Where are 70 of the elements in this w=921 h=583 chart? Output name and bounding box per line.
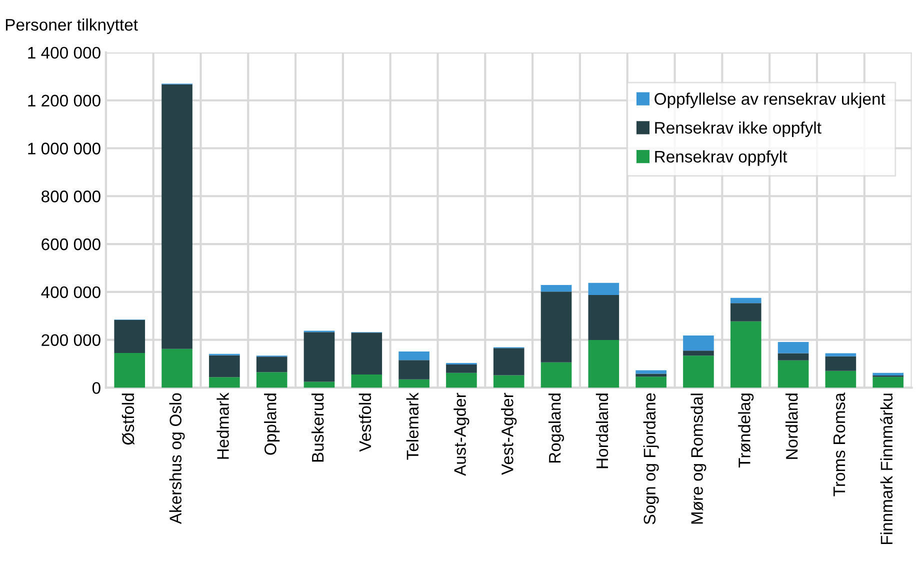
legend-label: Rensekrav oppfylt xyxy=(655,150,788,166)
bar xyxy=(351,374,382,388)
x-tick-label: Buskerud xyxy=(311,394,324,462)
x-tick-label: Akershus og Oslo xyxy=(169,393,185,524)
y-axis-title: Personer tilknyttet xyxy=(6,18,138,34)
bar xyxy=(778,353,809,360)
bar xyxy=(683,350,714,356)
x-tick-label: Oppland xyxy=(264,394,280,455)
bar xyxy=(540,362,572,388)
bar xyxy=(540,284,572,292)
bar xyxy=(351,332,382,375)
y-tick-label: 800 000 xyxy=(42,190,100,202)
bar xyxy=(162,84,192,349)
bar xyxy=(493,375,524,388)
bar xyxy=(256,356,288,372)
bar xyxy=(778,342,809,354)
bar xyxy=(683,335,714,351)
x-tick-label: Rogaland xyxy=(548,394,564,463)
bar xyxy=(209,377,240,388)
bar xyxy=(398,352,430,360)
bar xyxy=(588,295,620,340)
bar xyxy=(588,340,620,388)
x-tick-label: Vestfold xyxy=(358,394,372,452)
bar xyxy=(683,356,714,388)
bar xyxy=(825,356,856,371)
y-tick-label: 1 000 000 xyxy=(28,142,100,154)
bar xyxy=(304,332,335,382)
legend-label: Oppfyllelse av rensekrav ukjent xyxy=(654,92,886,108)
x-tick-label: Østfold xyxy=(122,394,134,445)
x-tick-label: Telemark xyxy=(406,392,419,460)
y-tick-label: 600 000 xyxy=(42,238,100,250)
legend-label: Rensekrav ikke oppfylt xyxy=(655,121,822,137)
bar xyxy=(209,355,240,378)
x-tick-label: Møre og Romsdal xyxy=(690,394,706,524)
bar xyxy=(636,376,666,388)
bar xyxy=(493,348,524,376)
bar xyxy=(872,372,904,376)
y-tick-label: 400 000 xyxy=(41,286,100,298)
x-tick-label: Sogn og Fjordane xyxy=(643,393,659,524)
x-tick-label: Troms Romsa xyxy=(834,392,846,496)
x-tick-label: Finnmark Finnmárku xyxy=(880,394,893,544)
x-tick-label: Nordland xyxy=(786,394,798,459)
bar xyxy=(540,292,572,362)
bar xyxy=(588,282,620,296)
bar xyxy=(114,320,146,353)
bar xyxy=(446,364,477,373)
bar xyxy=(114,352,146,388)
bar xyxy=(162,348,192,388)
bar xyxy=(636,370,666,374)
y-tick-label: 200 000 xyxy=(42,334,100,346)
bar xyxy=(778,360,809,388)
y-tick-label: 1 400 000 xyxy=(28,46,100,59)
y-tick-label: 0 xyxy=(92,382,100,394)
x-tick-label: Trøndelag xyxy=(738,394,754,468)
bar xyxy=(304,382,335,388)
bar xyxy=(730,303,762,322)
y-tick-label: 1 200 000 xyxy=(28,94,100,107)
bar xyxy=(730,298,762,304)
x-tick-label: Aust-Agder xyxy=(454,392,470,476)
bar xyxy=(730,321,762,388)
x-tick-label: Vest-Agder xyxy=(501,392,517,475)
bar xyxy=(825,353,856,356)
x-tick-label: Hedmark xyxy=(216,392,229,459)
bar xyxy=(398,379,430,388)
bar xyxy=(825,370,856,388)
bar xyxy=(398,360,430,380)
bar xyxy=(446,372,477,388)
bar xyxy=(256,372,288,388)
bar xyxy=(872,376,904,388)
x-tick-label: Hordaland xyxy=(596,394,608,468)
